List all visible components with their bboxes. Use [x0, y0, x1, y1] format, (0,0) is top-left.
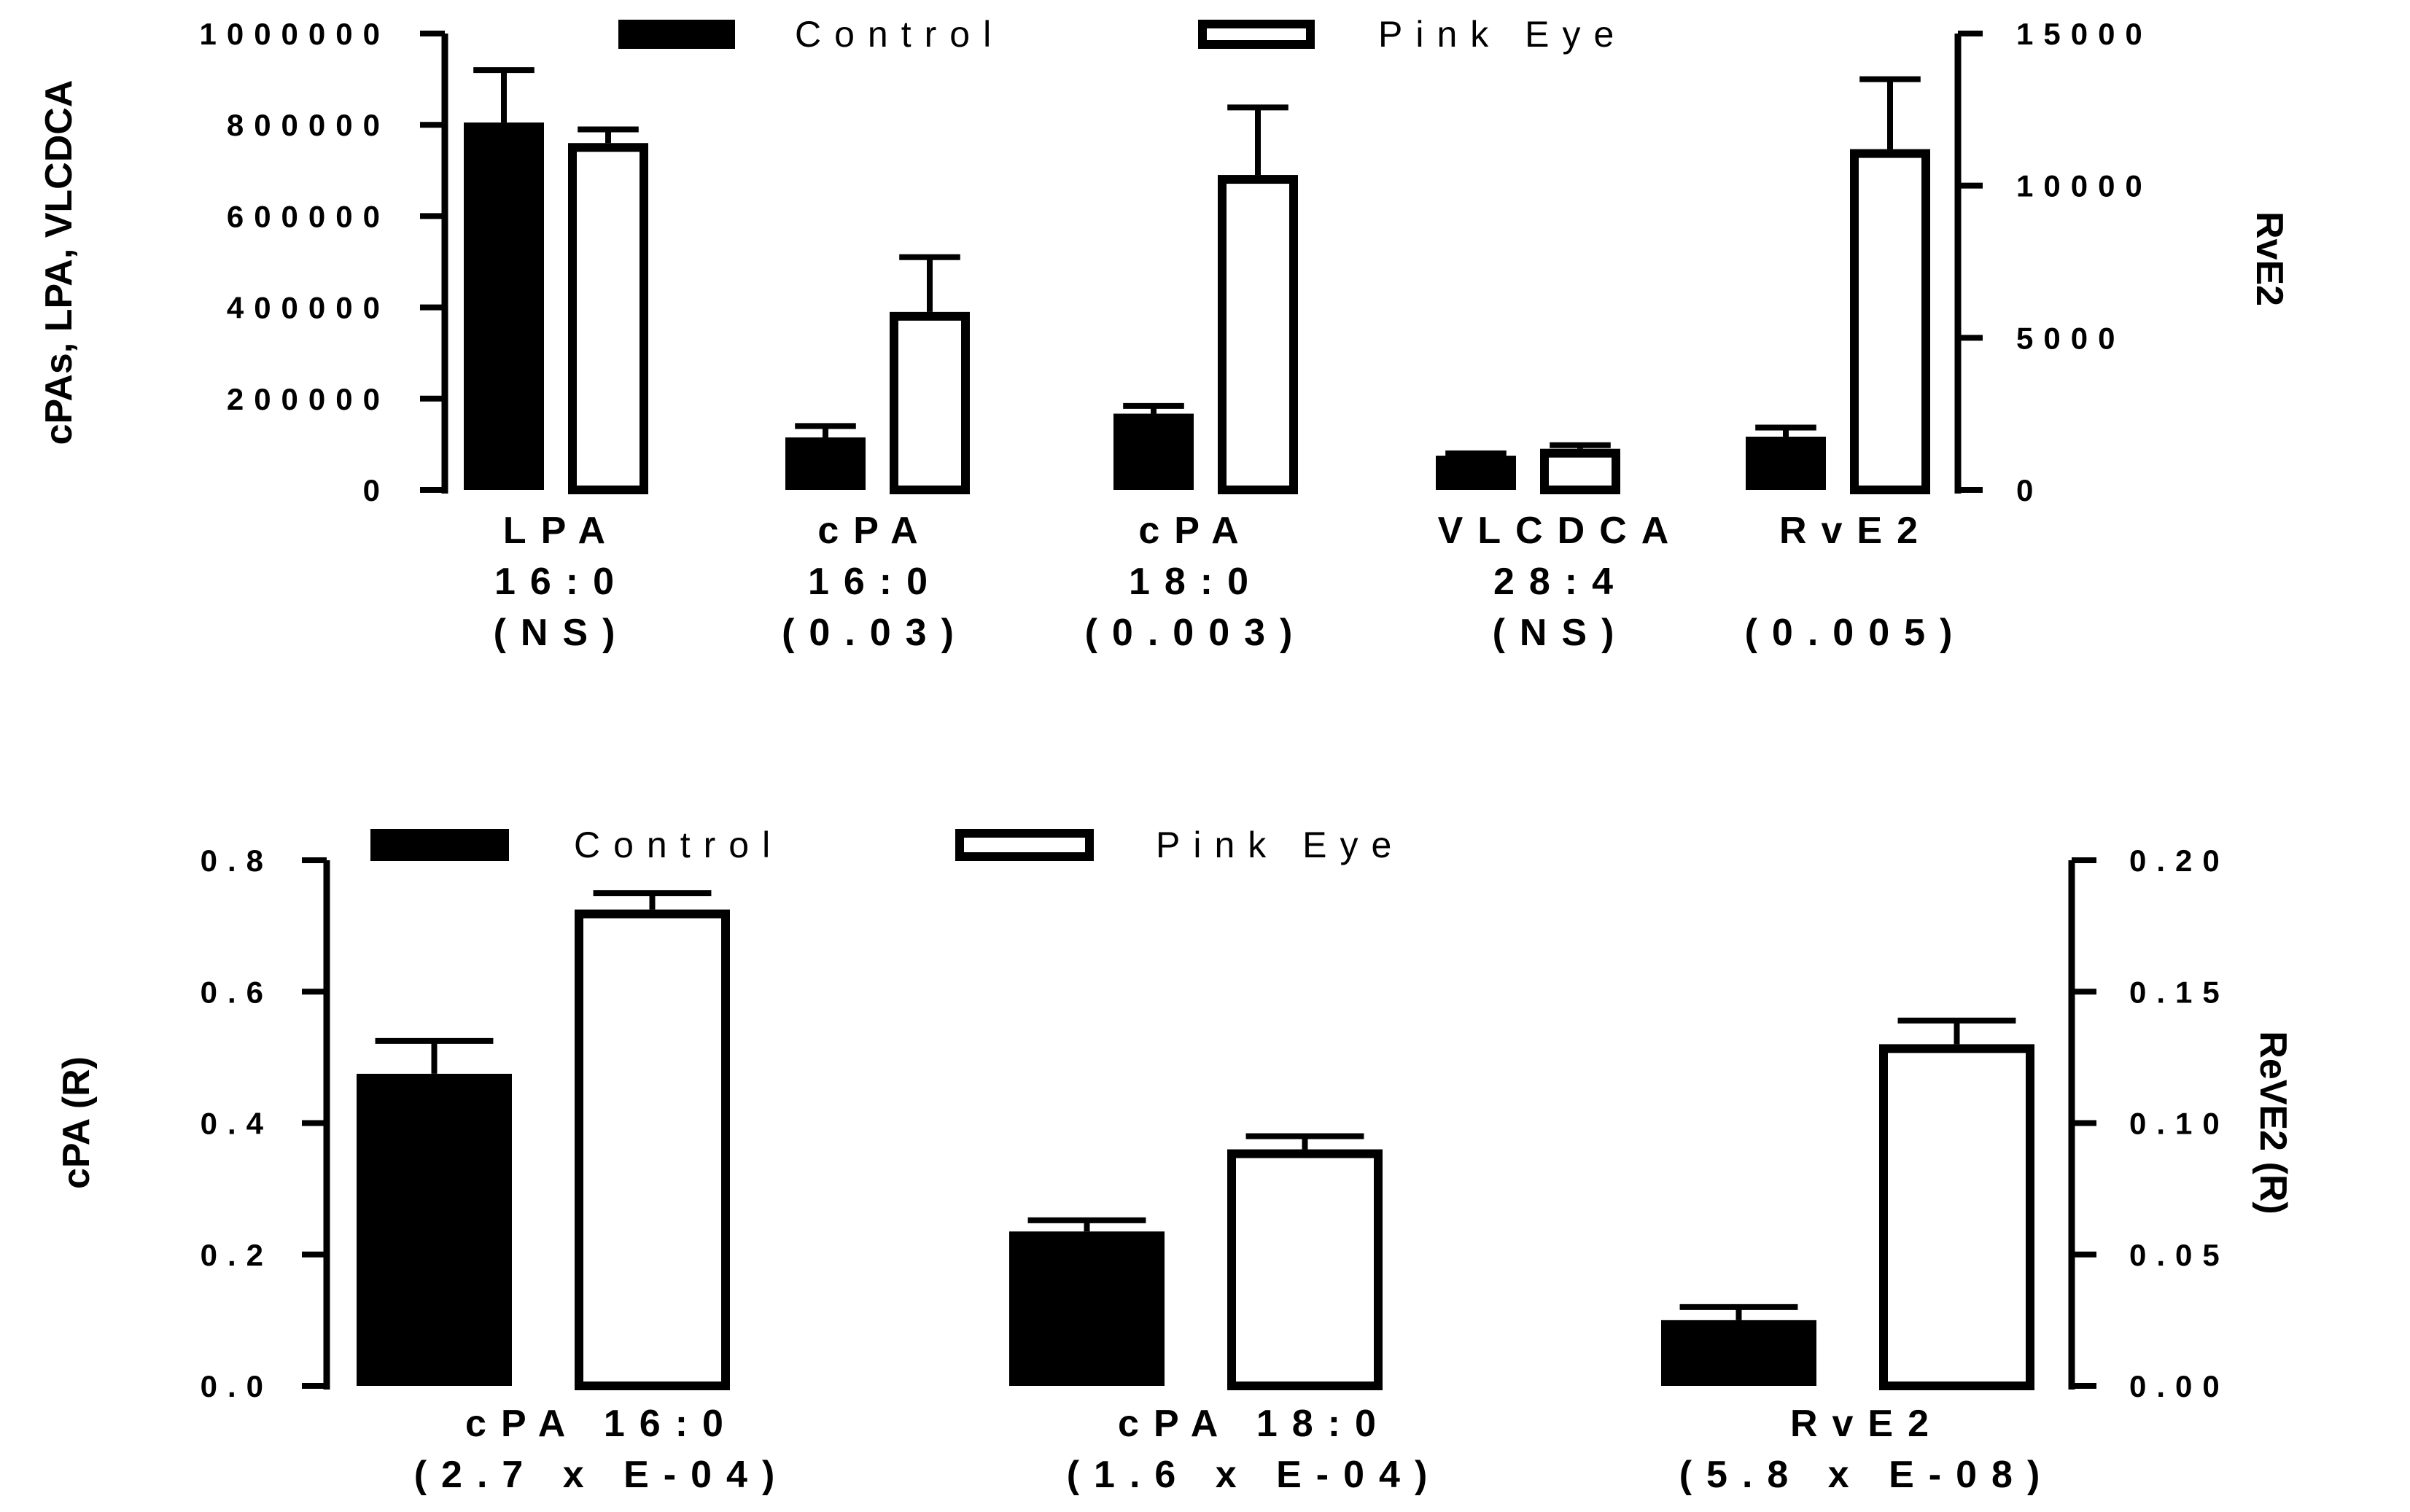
category-label: cPA	[817, 510, 932, 552]
left-tick-label: 1000000	[199, 17, 390, 51]
left-tick-label: 0.0	[201, 1369, 273, 1403]
bar-control	[464, 122, 544, 490]
right-axis-label: RvE2	[2248, 211, 2290, 306]
right-tick-label: 10000	[2016, 169, 2153, 203]
right-axis-label: ReVE2 (R)	[2252, 1031, 2294, 1214]
category-label: 28:4	[1493, 561, 1628, 603]
right-tick-label: 0.00	[2129, 1369, 2230, 1403]
category-label: (2.7 x E-04)	[414, 1454, 790, 1496]
right-tick-label: 0.05	[2129, 1238, 2230, 1272]
legend-swatch-pink-eye	[955, 829, 1094, 861]
legend-swatch-control	[370, 829, 509, 861]
category-label: (0.005)	[1745, 612, 1967, 654]
category-label: (NS)	[494, 612, 630, 654]
category-label: (0.03)	[782, 612, 968, 654]
bar-control	[1113, 413, 1194, 490]
bar-control	[1436, 456, 1516, 490]
category-label: 16:0	[808, 561, 942, 603]
bar-pink-eye	[1218, 175, 1298, 494]
legend-swatch-pink-eye	[1198, 20, 1315, 49]
bar-pink-eye	[1879, 1044, 2034, 1390]
bar-control	[1746, 436, 1826, 490]
category-label: (1.6 x E-04)	[1067, 1454, 1442, 1496]
bar-control	[357, 1073, 512, 1386]
right-tick-label: 0.10	[2129, 1107, 2230, 1141]
bar-pink-eye	[575, 909, 730, 1390]
legend-label: Control	[574, 825, 783, 865]
bar-control	[1009, 1231, 1165, 1386]
right-tick-label: 5000	[2016, 321, 2125, 355]
legend-label: Pink Eye	[1378, 14, 1627, 55]
left-axis-label: cPA (R)	[55, 1056, 98, 1189]
legend-swatch-control	[618, 20, 735, 49]
right-tick-label: 0	[2016, 473, 2043, 507]
left-axis-label: cPAs, LPA, VLCDCA	[38, 80, 80, 445]
legend-label: Pink Eye	[1156, 825, 1404, 865]
category-label: cPA 18:0	[1118, 1403, 1391, 1445]
right-tick-label: 0.20	[2129, 843, 2230, 878]
bar-pink-eye	[1850, 149, 1930, 494]
left-tick-label: 0.2	[201, 1238, 273, 1272]
chart-1: 0 200000 400000 600000 800000 1000000 0 5000 100…	[38, 14, 2290, 654]
category-label: (NS)	[1493, 612, 1629, 654]
bar-control	[1661, 1320, 1816, 1386]
left-tick-label: 400000	[227, 291, 390, 325]
category-label: VLCDCA	[1438, 510, 1684, 552]
category-label: RvE2	[1779, 510, 1932, 552]
category-label: (5.8 x E-08)	[1679, 1454, 2055, 1496]
category-label: LPA	[503, 510, 620, 552]
category-label: 18:0	[1129, 561, 1263, 603]
category-label: cPA	[1138, 510, 1253, 552]
category-label: cPA 16:0	[465, 1403, 738, 1445]
category-label: (0.003)	[1085, 612, 1307, 654]
bar-pink-eye	[568, 143, 648, 495]
left-tick-label: 600000	[227, 199, 390, 233]
category-label: RvE2	[1790, 1403, 1943, 1445]
bar-pink-eye	[1227, 1149, 1383, 1391]
right-tick-label: 15000	[2016, 17, 2153, 51]
left-tick-label: 0.8	[201, 843, 273, 878]
chart-2: 0.0 0.2 0.4 0.6 0.8 0.00 0.05 0.10 0.15 0.20 cPA (…	[55, 825, 2294, 1496]
bar-pink-eye	[890, 311, 970, 494]
left-tick-label: 200000	[227, 382, 390, 416]
left-tick-label: 0.6	[201, 975, 273, 1009]
left-tick-label: 0.4	[201, 1107, 273, 1141]
bar-pink-eye	[1540, 448, 1620, 494]
legend-label: Control	[795, 14, 1004, 55]
right-tick-label: 0.15	[2129, 975, 2230, 1009]
category-label: 16:0	[494, 561, 629, 603]
bar-control	[785, 437, 866, 490]
left-tick-label: 800000	[227, 108, 390, 142]
left-tick-label: 0	[363, 473, 390, 507]
